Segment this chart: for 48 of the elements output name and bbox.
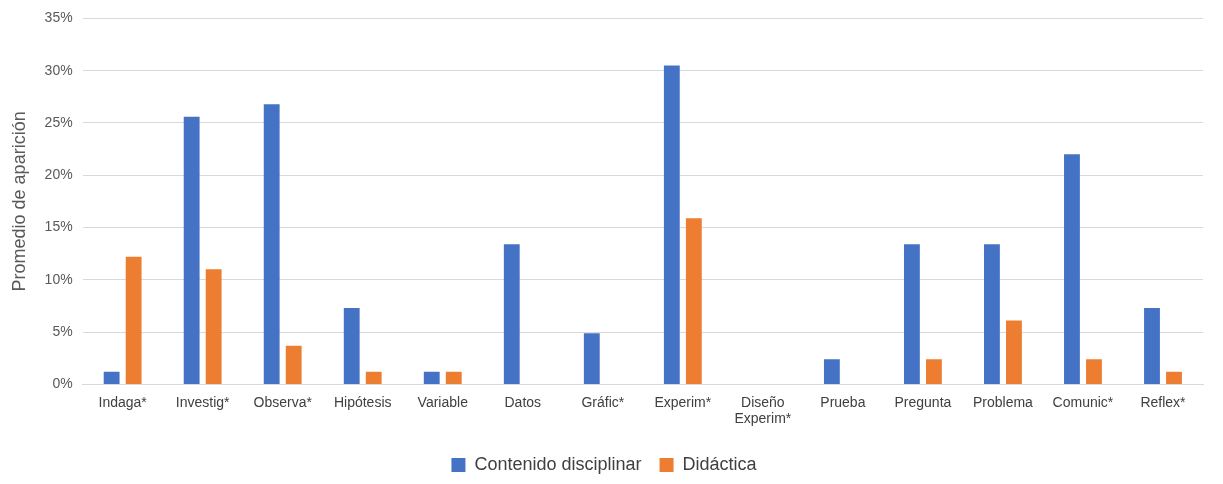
legend-label: Didáctica [682,453,758,474]
bar [685,218,702,384]
bar [285,345,302,384]
y-tick-label: 15% [44,218,73,235]
bar [263,104,280,384]
x-tick-label: Variable [417,393,469,410]
y-axis-title: Promedio de aparición [8,111,29,292]
bar [445,371,462,384]
bar [823,359,840,384]
x-tick-label: Investig* [175,393,231,410]
y-tick-label: 0% [52,375,73,392]
x-tick-label: Hipótesis [333,393,392,410]
x-tick-label: Gráfic* [581,393,625,410]
bar [1166,371,1182,384]
bar [183,116,200,384]
bar [1086,359,1102,384]
bar [583,333,600,384]
x-tick-label: Observa* [253,393,313,410]
legend-label: Contenido disciplinar [474,453,642,474]
y-tick-label: 10% [44,270,73,287]
bar [205,269,222,384]
y-tick-label: 35% [44,9,73,26]
x-tick-label: Problema [972,393,1034,410]
y-tick-label: 25% [44,113,73,130]
bar [125,256,142,384]
x-tick-label: Diseño Experim* [734,393,792,427]
x-tick-label: Comunic* [1052,393,1114,410]
y-tick-label: 20% [44,166,73,183]
x-tick-label: Datos [504,393,542,410]
x-tick-label: Prueba [820,393,866,410]
bar [1064,154,1080,384]
y-tick-label: 5% [52,322,73,339]
bar [503,244,520,384]
bar [1006,320,1022,384]
bar [1144,308,1160,384]
bar [663,65,680,384]
bar [925,359,942,384]
x-tick-label: Reflex* [1140,393,1187,410]
bar [103,371,120,384]
x-tick-label: Pregunta [894,393,952,410]
x-tick-label: Experim* [654,393,712,410]
bar [343,308,360,384]
bar [903,244,920,384]
bar [984,244,1000,384]
bar [365,371,382,384]
bar [423,371,440,384]
y-tick-label: 30% [44,61,73,78]
x-tick-label: Indaga* [98,393,148,410]
